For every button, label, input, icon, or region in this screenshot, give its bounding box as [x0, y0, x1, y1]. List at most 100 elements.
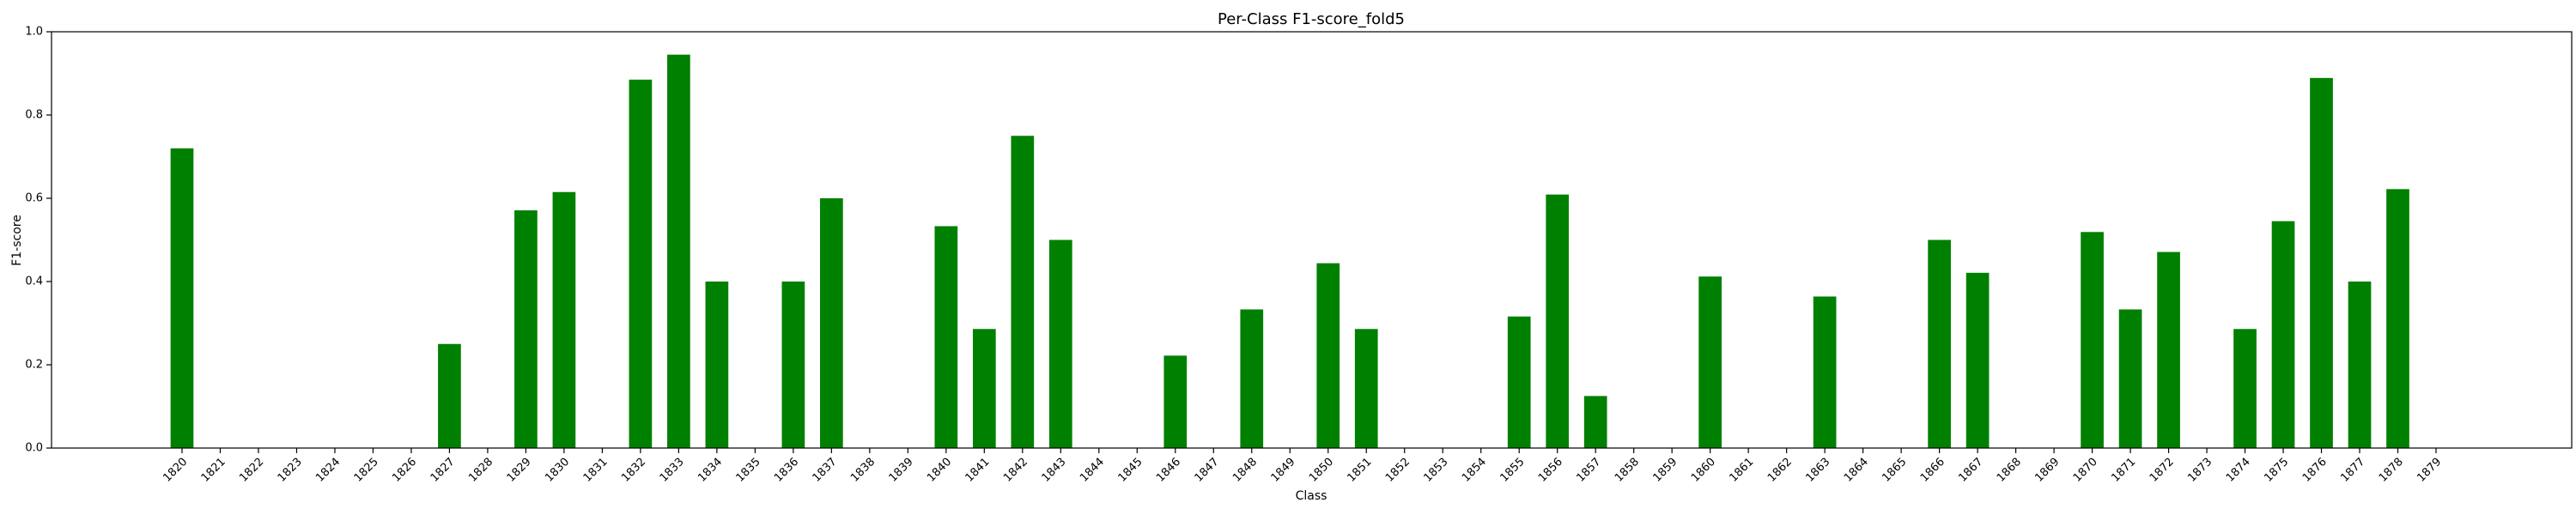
x-tick-label-1830: 1830	[543, 456, 572, 485]
bar-1860	[1698, 276, 1722, 448]
x-tick-label-1856: 1856	[1536, 456, 1565, 485]
y-tick-label-0.8: 0.8	[25, 109, 43, 122]
x-tick-label-1845: 1845	[1116, 456, 1145, 485]
x-tick-label-1870: 1870	[2071, 456, 2100, 485]
x-tick-label-1879: 1879	[2415, 456, 2444, 485]
x-tick-label-1860: 1860	[1689, 456, 1718, 485]
bar-1871	[2118, 309, 2142, 448]
bar-1872	[2157, 251, 2180, 448]
x-tick-label-1820: 1820	[161, 456, 190, 485]
bar-1841	[972, 329, 996, 448]
x-tick-label-1866: 1866	[1918, 456, 1947, 485]
x-tick-label-1850: 1850	[1307, 456, 1336, 485]
x-tick-label-1865: 1865	[1880, 456, 1909, 485]
x-tick-label-1822: 1822	[237, 456, 266, 485]
x-tick-label-1864: 1864	[1842, 456, 1871, 485]
x-tick-label-1833: 1833	[658, 456, 687, 485]
x-tick-label-1842: 1842	[1001, 456, 1030, 485]
x-tick-label-1873: 1873	[2185, 456, 2215, 485]
y-tick-label-0.4: 0.4	[25, 276, 43, 288]
bar-1846	[1163, 355, 1188, 448]
bar-1867	[1965, 272, 1990, 448]
x-tick-label-1839: 1839	[887, 456, 916, 485]
x-tick-label-1854: 1854	[1460, 456, 1489, 485]
x-tick-label-1826: 1826	[390, 456, 419, 485]
x-tick-label-1877: 1877	[2338, 456, 2367, 485]
x-tick-label-1857: 1857	[1574, 456, 1603, 485]
x-tick-label-1827: 1827	[428, 456, 458, 485]
bar-1851	[1354, 329, 1378, 448]
x-tick-label-1878: 1878	[2377, 456, 2406, 485]
bar-1842	[1011, 136, 1035, 448]
x-tick-label-1844: 1844	[1078, 456, 1107, 485]
x-tick-label-1872: 1872	[2148, 456, 2177, 485]
x-tick-label-1876: 1876	[2300, 456, 2330, 485]
chart-title: Per-Class F1-score_fold5	[1218, 10, 1405, 28]
x-tick-label-1825: 1825	[352, 456, 381, 485]
bar-1870	[2081, 232, 2104, 448]
y-axis: 0.0 0.2 0.4 0.6 0.8 1.0	[25, 26, 52, 455]
bar-1836	[781, 282, 805, 448]
x-tick-label-1840: 1840	[925, 456, 954, 485]
x-tick-label-1858: 1858	[1613, 456, 1642, 485]
x-tick-label-1829: 1829	[505, 456, 534, 485]
bar-1875	[2271, 221, 2295, 448]
x-tick-label-1846: 1846	[1154, 456, 1183, 485]
bar-1857	[1583, 396, 1607, 448]
bar-1827	[438, 343, 461, 448]
x-tick-label-1875: 1875	[2262, 456, 2291, 485]
x-tick-label-1828: 1828	[466, 456, 495, 485]
x-tick-label-1861: 1861	[1727, 456, 1756, 485]
bar-1840	[934, 226, 958, 448]
x-tick-label-1843: 1843	[1040, 456, 1069, 485]
bar-1830	[552, 191, 576, 448]
x-tick-label-1835: 1835	[734, 456, 763, 485]
x-tick-label-1836: 1836	[772, 456, 801, 485]
y-tick-label-0.2: 0.2	[25, 359, 43, 372]
x-tick-label-1874: 1874	[2224, 456, 2253, 485]
bar-1877	[2348, 282, 2372, 448]
x-tick-label-1855: 1855	[1498, 456, 1527, 485]
bar-1874	[2233, 329, 2257, 448]
bar-1866	[1928, 239, 1951, 448]
x-tick-label-1852: 1852	[1383, 456, 1413, 485]
y-tick-label-0.6: 0.6	[25, 192, 43, 205]
x-tick-label-1871: 1871	[2109, 456, 2138, 485]
bar-1829	[514, 210, 538, 448]
x-tick-label-1848: 1848	[1230, 456, 1260, 485]
x-tick-label-1837: 1837	[811, 456, 840, 485]
x-tick-label-1869: 1869	[2032, 456, 2062, 485]
bar-1863	[1813, 296, 1837, 448]
x-tick-label-1831: 1831	[581, 456, 611, 485]
x-tick-label-1863: 1863	[1803, 456, 1832, 485]
bar-1832	[629, 79, 653, 449]
x-tick-label-1851: 1851	[1346, 456, 1375, 485]
bar-1876	[2310, 77, 2333, 449]
x-tick-label-1841: 1841	[963, 456, 993, 485]
bar-1855	[1507, 316, 1531, 448]
x-tick-label-1832: 1832	[619, 456, 648, 485]
bar-1837	[820, 198, 843, 448]
x-tick-label-1853: 1853	[1422, 456, 1451, 485]
bar-1878	[2386, 189, 2409, 448]
x-tick-label-1838: 1838	[848, 456, 878, 485]
bar-1856	[1546, 194, 1570, 448]
y-axis-label: F1-score	[10, 215, 24, 266]
x-tick-label-1859: 1859	[1650, 456, 1680, 485]
x-tick-label-1868: 1868	[1995, 456, 2024, 485]
bar-1848	[1240, 309, 1264, 448]
bar-1820	[170, 148, 194, 449]
x-axis-label: Class	[1296, 489, 1327, 503]
bar-1833	[667, 54, 690, 449]
x-tick-label-1834: 1834	[696, 456, 725, 485]
plot-frame	[51, 31, 2573, 449]
x-tick-label-1824: 1824	[313, 456, 343, 485]
bars-group	[170, 54, 2409, 449]
x-tick-label-1821: 1821	[199, 456, 228, 485]
x-tick-label-1847: 1847	[1193, 456, 1222, 485]
x-axis: 1820 1821 1822 1823 1824 1825 1826 1827 1828 1829…	[161, 448, 2444, 485]
y-tick-label-1.0: 1.0	[25, 26, 43, 39]
y-tick-label-0.0: 0.0	[25, 442, 43, 455]
bar-1843	[1048, 239, 1072, 448]
